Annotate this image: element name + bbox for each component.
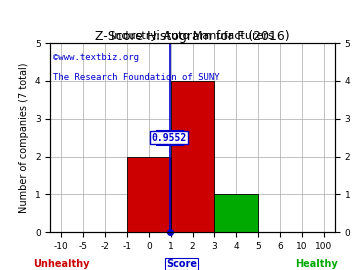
Text: Unhealthy: Unhealthy [33,259,89,269]
Bar [171,81,215,232]
Text: The Research Foundation of SUNY: The Research Foundation of SUNY [53,73,220,82]
Bar [127,157,171,232]
Text: 0.9552: 0.9552 [151,133,186,143]
Text: Healthy: Healthy [296,259,338,269]
Y-axis label: Number of companies (7 total): Number of companies (7 total) [19,62,30,213]
Bar [215,194,258,232]
Text: ©www.textbiz.org: ©www.textbiz.org [53,53,139,62]
Title: Z-Score Histogram for F (2016): Z-Score Histogram for F (2016) [95,30,290,43]
Text: Industry: Auto Manufacturers: Industry: Auto Manufacturers [111,31,274,41]
Text: Score: Score [166,259,197,269]
